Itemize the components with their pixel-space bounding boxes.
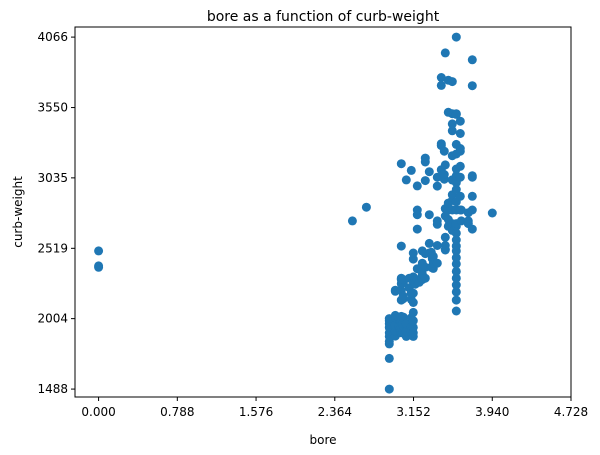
data-point-67 [408, 288, 418, 298]
y-tick-label: 2004 [37, 312, 68, 326]
data-point-46 [398, 291, 408, 301]
data-point-168 [451, 109, 461, 119]
data-point-3 [347, 216, 357, 226]
data-point-148 [451, 287, 461, 297]
chart-title: bore as a function of curb-weight [207, 9, 440, 25]
data-point-95 [424, 210, 434, 220]
x-tick-label: 3.152 [396, 405, 430, 419]
data-point-76 [412, 224, 422, 234]
data-point-40 [396, 159, 406, 169]
data-point-4 [361, 202, 371, 212]
data-point-115 [436, 73, 446, 82]
data-point-184 [467, 172, 477, 182]
data-point-5 [384, 384, 394, 394]
data-point-105 [432, 258, 442, 268]
data-point-146 [451, 306, 461, 316]
data-point-60 [406, 165, 416, 175]
data-point-157 [451, 228, 461, 238]
data-point-149 [451, 280, 461, 290]
data-point-52 [401, 175, 411, 185]
y-tick-label: 3550 [37, 101, 68, 115]
y-tick-label: 3035 [37, 171, 68, 185]
data-point-64 [408, 316, 418, 326]
data-point-153 [451, 253, 461, 263]
y-tick-label: 2519 [37, 241, 68, 255]
data-point-177 [455, 129, 465, 138]
data-point-162 [451, 185, 461, 194]
data-point-110 [432, 172, 442, 182]
data-point-117 [439, 170, 449, 179]
points-layer [94, 32, 497, 394]
data-point-188 [467, 81, 477, 91]
x-tick-label: 4.728 [554, 405, 588, 419]
y-tick-label: 1488 [37, 382, 68, 396]
data-point-190 [487, 208, 497, 218]
data-point-118 [439, 146, 449, 156]
data-point-176 [455, 116, 465, 126]
data-point-108 [432, 216, 442, 226]
data-point-189 [467, 55, 477, 65]
data-point-106 [432, 241, 442, 250]
data-point-39 [396, 241, 406, 251]
y-axis-ticks: 1488 2004 2519 3035 3550 4066 [37, 30, 75, 396]
data-point-94 [424, 238, 434, 248]
data-point-125 [440, 160, 450, 170]
data-point-87 [420, 273, 430, 283]
data-point-142 [447, 77, 457, 87]
data-point-151 [451, 266, 461, 276]
data-point-171 [455, 191, 465, 201]
x-axis-title: bore [309, 433, 336, 447]
data-point-0 [94, 246, 104, 256]
data-point-121 [440, 241, 450, 250]
plot-frame [74, 26, 572, 398]
data-point-147 [451, 295, 461, 305]
data-point-185 [467, 191, 477, 201]
data-point-96 [424, 167, 434, 177]
data-point-186 [467, 205, 477, 215]
data-point-187 [467, 224, 477, 234]
data-point-92 [420, 153, 430, 163]
data-point-173 [455, 161, 465, 171]
x-axis-ticks: 0.000 0.788 1.576 2.364 3.152 3.940 4.728 [81, 397, 588, 419]
data-point-79 [412, 181, 422, 191]
data-point-65 [408, 307, 418, 317]
data-point-109 [432, 181, 442, 191]
data-point-150 [451, 273, 461, 283]
data-point-178 [456, 216, 466, 226]
data-point-169 [451, 32, 461, 42]
data-point-78 [412, 205, 422, 215]
data-point-71 [408, 248, 418, 258]
data-point-172 [455, 172, 465, 182]
data-point-114 [436, 80, 446, 90]
x-tick-label: 1.576 [239, 405, 273, 419]
data-point-175 [455, 144, 465, 153]
data-point-143 [447, 126, 457, 136]
y-tick-label: 4066 [37, 30, 68, 44]
data-point-126 [440, 48, 450, 58]
data-point-66 [408, 298, 418, 307]
data-point-156 [451, 235, 461, 245]
data-point-144 [447, 119, 457, 129]
data-point-104 [428, 251, 438, 261]
data-point-6 [384, 353, 394, 363]
data-point-152 [451, 259, 461, 269]
x-tick-label: 0.000 [81, 405, 115, 419]
data-point-2 [94, 262, 104, 272]
x-tick-label: 0.788 [160, 405, 194, 419]
data-point-90 [420, 176, 430, 186]
x-tick-label: 2.364 [318, 405, 352, 419]
x-tick-label: 3.940 [475, 405, 509, 419]
data-point-179 [456, 205, 466, 215]
y-axis-title: curb-weight [11, 176, 25, 248]
data-point-122 [440, 232, 450, 242]
data-point-63 [408, 322, 418, 332]
